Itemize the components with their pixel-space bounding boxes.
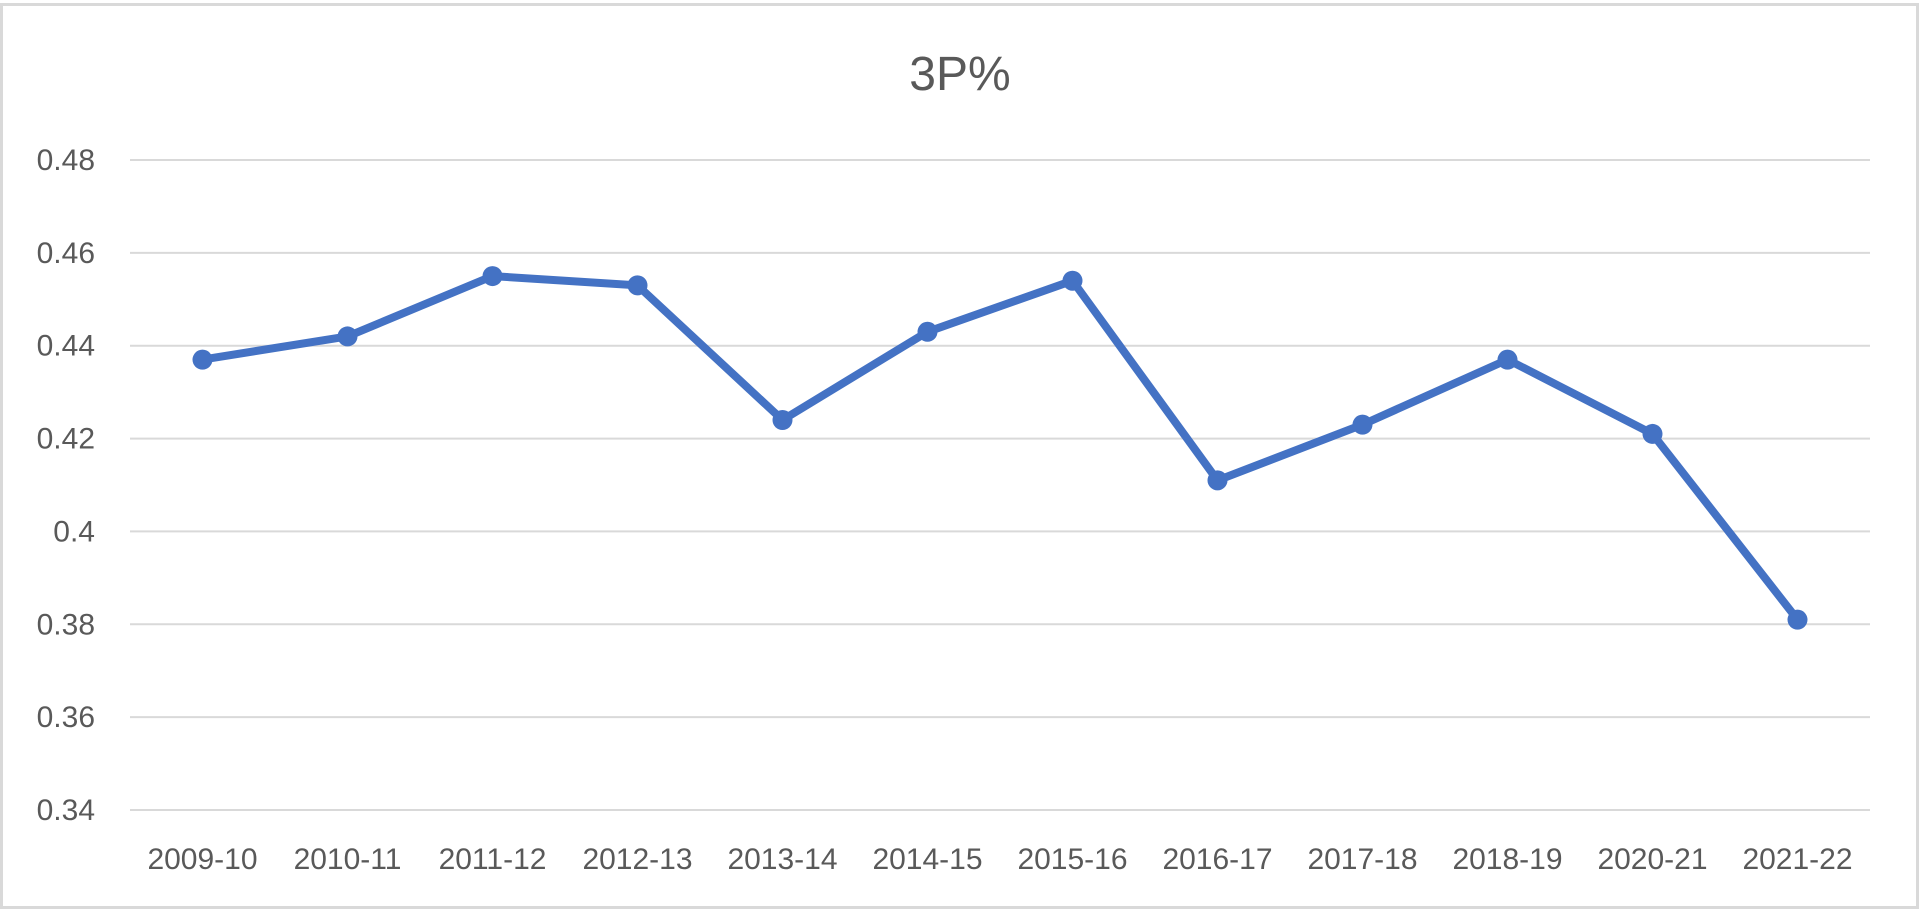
x-tick-label: 2010-11 (294, 843, 402, 876)
y-tick-label: 0.42 (37, 423, 95, 456)
x-tick-label: 2009-10 (147, 843, 257, 876)
y-tick-label: 0.4 (53, 515, 95, 548)
x-tick-label: 2011-12 (439, 843, 547, 876)
data-point-2020-21 (1642, 423, 1663, 444)
x-axis-ticks: 2009-10 2010-11 2011-12 2012-13 2013-14 2014-… (147, 843, 1852, 876)
data-point-2011-12 (482, 266, 503, 287)
x-tick-label: 2012-13 (582, 843, 692, 876)
series-line (198, 272, 1802, 624)
data-point-2012-13 (627, 275, 648, 296)
y-tick-label: 0.36 (37, 701, 95, 734)
y-tick-label: 0.48 (37, 144, 95, 177)
y-tick-label: 0.34 (37, 794, 95, 827)
data-point-2010-11 (337, 326, 358, 347)
data-point-2018-19 (1497, 349, 1518, 370)
data-points (192, 266, 1808, 630)
x-tick-label: 2016-17 (1162, 843, 1272, 876)
chart-border (0, 3, 1919, 909)
data-point-2015-16 (1062, 270, 1083, 291)
x-tick-label: 2018-19 (1452, 843, 1562, 876)
data-point-2014-15 (917, 321, 938, 342)
x-tick-label: 2020-21 (1597, 843, 1707, 876)
chart-title: 3P% (909, 48, 1010, 101)
x-tick-label: 2013-14 (727, 843, 837, 876)
y-tick-label: 0.44 (37, 330, 95, 363)
data-point-2017-18 (1352, 414, 1373, 435)
y-tick-label: 0.46 (37, 237, 95, 270)
x-tick-label: 2015-16 (1017, 843, 1127, 876)
y-axis-ticks: 0.34 0.36 0.38 0.4 0.42 0.44 0.46 0.48 (37, 144, 95, 827)
x-tick-label: 2021-22 (1742, 843, 1852, 876)
data-point-2009-10 (192, 349, 213, 370)
data-point-2021-22 (1787, 609, 1808, 630)
gridlines (130, 159, 1870, 811)
x-tick-label: 2017-18 (1307, 843, 1417, 876)
y-tick-label: 0.38 (37, 608, 95, 641)
data-point-2013-14 (772, 410, 793, 430)
x-tick-label: 2014-15 (872, 843, 982, 876)
data-point-2016-17 (1207, 470, 1228, 491)
